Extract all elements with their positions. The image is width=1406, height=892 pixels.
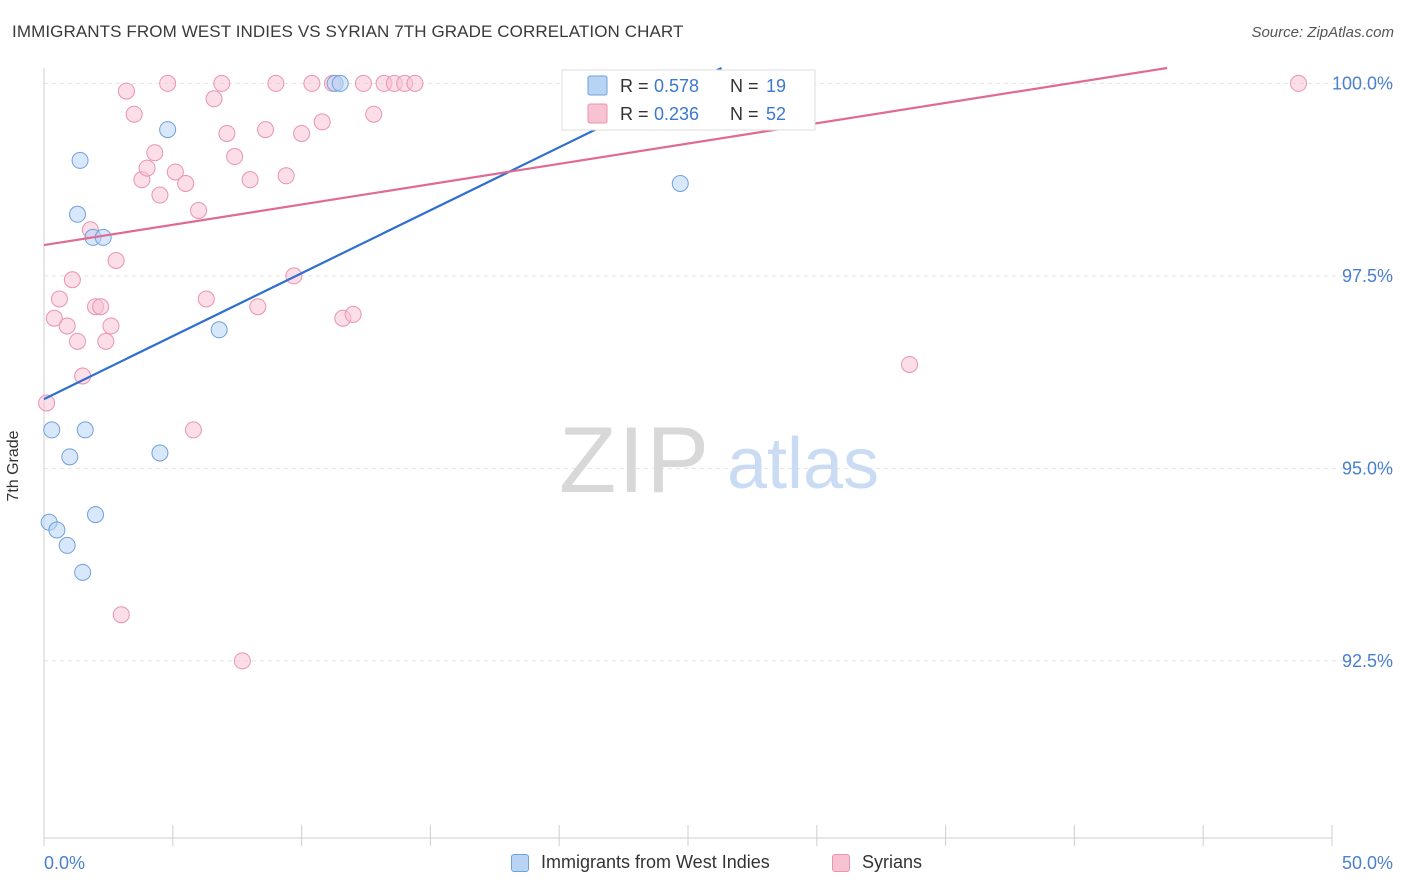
x-tick-label-min: 0.0%: [44, 853, 85, 873]
syrians-point-21: [166, 163, 184, 181]
syrians-point-32: [249, 298, 267, 316]
syrians-point-27: [213, 74, 231, 92]
syrians-point-23: [184, 421, 202, 439]
syrians-point-0: [38, 394, 56, 412]
syrians-point-22: [177, 175, 195, 192]
syrians-point-31: [241, 171, 259, 189]
syrians-point-6: [74, 367, 92, 385]
syrians-point-39: [313, 113, 331, 131]
syrians-point-15: [125, 105, 143, 123]
y-tick-label-2: 97.5%: [1342, 266, 1393, 286]
legend-bottom: Immigrants from West Indies Syrians: [0, 852, 1406, 876]
syrians-point-50: [901, 355, 919, 373]
syrians-point-26: [205, 90, 223, 108]
syrians-point-37: [293, 124, 311, 142]
syrians-point-51: [1290, 74, 1308, 92]
syrians-point-14: [117, 82, 135, 100]
syrians-points: [38, 74, 1308, 670]
west-indies-point-1: [43, 421, 61, 439]
syrians-point-10: [97, 332, 115, 350]
west-indies-point-4: [61, 448, 79, 466]
west-indies-point-16: [331, 74, 349, 92]
syrians-point-20: [159, 74, 177, 92]
syrians-point-38: [303, 74, 321, 92]
syrians-point-24: [190, 201, 208, 219]
west-indies-point-14: [210, 321, 228, 339]
syrians-point-35: [277, 167, 295, 185]
legend-label-syrians: Syrians: [862, 852, 923, 872]
syrians-point-34: [267, 74, 285, 92]
source-label: Source: ZipAtlas.com: [1251, 24, 1394, 41]
legend-top: R = 0.578 N = 19 R = 0.236 N = 52: [561, 69, 816, 131]
west-indies-points: [40, 74, 728, 581]
chart-title: IMMIGRANTS FROM WEST INDIES VS SYRIAN 7T…: [12, 22, 684, 41]
legend-swatch-pink: [587, 103, 608, 124]
syrians-point-25: [197, 290, 215, 308]
syrians-point-29: [226, 148, 244, 166]
legend-swatch-west-indies: [511, 853, 529, 872]
y-tick-labels: 92.5% 95.0% 97.5% 100.0%: [1332, 73, 1393, 671]
syrians-point-44: [365, 105, 383, 123]
west-indies-point-2: [48, 521, 66, 539]
syrians-point-28: [218, 124, 236, 142]
watermark-atlas: atlas: [727, 424, 879, 504]
legend-n-label-blue: N =: [730, 76, 764, 96]
syrians-point-33: [257, 121, 275, 139]
west-indies-point-3: [58, 536, 76, 554]
west-indies-point-13: [159, 121, 177, 139]
watermark: ZIP atlas: [559, 407, 879, 512]
legend-r-value-blue: 0.578: [654, 76, 699, 96]
west-indies-point-8: [76, 421, 94, 439]
legend-n-value-blue: 19: [766, 76, 786, 96]
syrians-point-4: [63, 271, 81, 289]
syrians-point-19: [151, 186, 169, 204]
syrians-point-17: [138, 159, 156, 177]
west-indies-point-12: [151, 444, 169, 462]
syrians-point-9: [92, 298, 110, 316]
y-tick-label-3: 100.0%: [1332, 73, 1393, 93]
west-indies-point-17: [671, 175, 689, 192]
west-indies-point-5: [68, 205, 86, 223]
legend-r-label-pink: R =: [620, 104, 654, 124]
west-indies-point-7: [74, 563, 92, 581]
west-indies-point-6: [71, 151, 89, 169]
legend-item-syrians: Syrians: [832, 852, 922, 873]
syrians-trend-line: [43, 66, 1168, 247]
x-ticks: [43, 825, 1333, 846]
syrians-point-1: [45, 309, 63, 327]
west-indies-point-10: [87, 506, 105, 524]
x-tick-label-max: 50.0%: [1342, 853, 1393, 873]
syrians-point-2: [50, 290, 68, 308]
watermark-zip: ZIP: [559, 407, 711, 512]
syrians-point-13: [112, 606, 130, 624]
syrians-point-18: [146, 144, 164, 162]
legend-n-label-pink: N =: [730, 104, 764, 124]
syrians-point-43: [354, 74, 372, 92]
syrians-point-48: [406, 74, 424, 92]
legend-n-value-pink: 52: [766, 104, 786, 124]
syrians-point-11: [102, 317, 120, 335]
legend-swatch-syrians: [832, 853, 850, 872]
syrians-point-30: [233, 652, 251, 670]
legend-r-label-blue: R =: [620, 76, 654, 96]
legend-label-west-indies: Immigrants from West Indies: [541, 852, 770, 872]
grid-lines: [44, 82, 1392, 662]
syrians-point-5: [68, 332, 86, 350]
legend-item-west-indies: Immigrants from West Indies: [511, 852, 770, 873]
legend-swatch-blue: [587, 75, 608, 96]
y-tick-label-0: 92.5%: [1342, 651, 1393, 671]
syrians-point-3: [58, 317, 76, 335]
syrians-point-42: [344, 305, 362, 323]
legend-r-value-pink: 0.236: [654, 104, 699, 124]
syrians-point-12: [107, 252, 125, 269]
y-tick-label-1: 95.0%: [1342, 458, 1393, 478]
